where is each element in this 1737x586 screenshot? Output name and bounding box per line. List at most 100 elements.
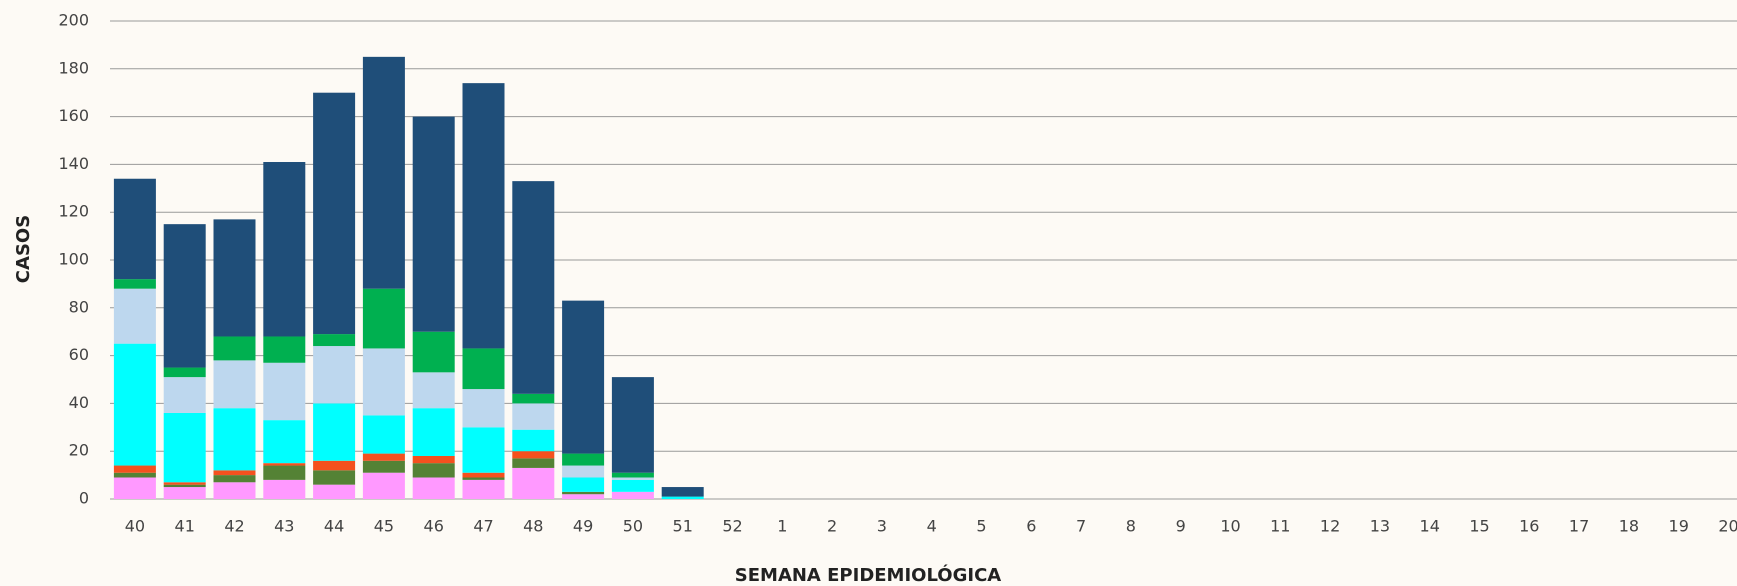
x-tick-label: 44 [324,517,344,536]
bar-segment [213,336,256,361]
bar-segment [462,348,505,390]
bar-segment [462,83,505,349]
x-tick-label: 20 [1718,517,1737,536]
bar-segment [163,484,206,488]
bar-segment [462,477,505,480]
bar-segment [313,346,356,404]
y-tick-label: 160 [58,106,89,125]
x-tick-label: 3 [877,517,887,536]
x-tick-label: 15 [1469,517,1489,536]
bar-segment [263,420,306,464]
bar-segment [412,372,455,409]
bar-segment [113,343,156,466]
bar-segment [313,92,356,335]
x-tick-label: 49 [573,517,593,536]
bar-segment [362,415,405,454]
bar-segment [362,460,405,473]
bar-segment [313,470,356,485]
bar-segment [412,116,455,332]
bar-segment [661,487,704,497]
x-tick-label: 17 [1569,517,1589,536]
y-tick-label: 80 [69,297,89,316]
y-tick-label: 180 [58,58,89,77]
bar-segment [263,362,306,421]
x-tick-label: 11 [1270,517,1290,536]
bar-segment [163,487,206,499]
x-tick-label: 8 [1126,517,1136,536]
x-tick-label: 4 [927,517,937,536]
bar-segment [412,408,455,456]
bar-segment [611,477,654,480]
y-tick-label: 20 [69,441,89,460]
x-tick-label: 48 [523,517,543,536]
bar-segment [512,393,555,404]
bar-segment [213,408,256,471]
bar-segment [512,458,555,468]
x-tick-label: 46 [424,517,444,536]
bar-segment [263,479,306,499]
x-tick-label: 50 [623,517,643,536]
bar-segment [412,455,455,464]
bar-segment [313,484,356,499]
y-tick-label: 60 [69,345,89,364]
x-tick-label: 40 [125,517,145,536]
bar-segment [362,348,405,416]
y-tick-label: 200 [58,11,89,30]
y-tick-label: 120 [58,202,89,221]
bar-segment [213,360,256,409]
bar-segment [263,465,306,480]
bar-segment [263,463,306,466]
bar-segment [163,412,206,483]
bar-segment [163,367,206,378]
y-axis-title: CASOS [13,215,34,283]
bar-segment [313,334,356,347]
bar-segment [412,463,455,478]
x-tick-label: 7 [1076,517,1086,536]
bar-segment [562,300,605,454]
y-tick-label: 100 [58,250,89,269]
bar-segment [113,477,156,499]
bar-segment [213,219,256,337]
bar-segment [362,453,405,461]
x-tick-label: 2 [827,517,837,536]
bar-segment [412,331,455,373]
x-tick-label: 51 [673,517,693,536]
x-tick-label: 43 [274,517,294,536]
bar-segment [611,472,654,478]
y-tick-label: 40 [69,393,89,412]
bar-segment [163,482,206,485]
bar-segment [113,178,156,280]
x-tick-label: 45 [374,517,394,536]
x-tick-label: 5 [976,517,986,536]
x-tick-label: 18 [1619,517,1639,536]
x-tick-label: 6 [1026,517,1036,536]
x-axis-title: SEMANA EPIDEMIOLÓGICA [735,564,1002,586]
bar-segment [462,427,505,473]
bar-segment [512,451,555,459]
x-tick-label: 52 [722,517,742,536]
x-tick-label: 10 [1220,517,1240,536]
x-tick-label: 13 [1370,517,1390,536]
bar-segment [362,56,405,289]
bar-segment [113,465,156,473]
bar-segment [412,477,455,499]
bar-segment [213,470,256,476]
bar-segment [362,288,405,349]
bar-segment [562,491,605,495]
bar-segment [611,491,654,499]
bar-segment [163,377,206,413]
bar-segment [362,472,405,499]
x-tick-label: 42 [224,517,244,536]
x-tick-label: 41 [175,517,195,536]
x-tick-label: 9 [1176,517,1186,536]
bar-segment [113,288,156,344]
x-tick-label: 19 [1669,517,1689,536]
bar-segment [512,467,555,499]
bar-segment [213,475,256,483]
bar-segment [462,472,505,478]
bar-segment [611,479,654,492]
bar-segment [213,482,256,499]
x-tick-label: 14 [1420,517,1440,536]
